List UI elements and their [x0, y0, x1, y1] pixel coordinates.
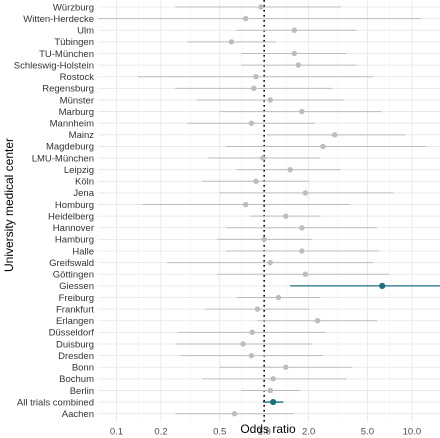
y-tick-label: Mannheim [50, 119, 94, 130]
odds-ratio-point [243, 201, 249, 208]
odds-ratio-point [254, 306, 261, 312]
y-tick-label: Marburg [59, 107, 94, 118]
odds-ratio-point [267, 97, 273, 103]
odds-ratio-point [302, 190, 309, 196]
y-tick-label: Erlangen [56, 316, 94, 327]
y-tick-label: Greifswald [49, 258, 94, 269]
odds-ratio-point [267, 259, 273, 266]
odds-ratio-point [270, 398, 277, 406]
y-axis-title: University medical center [2, 138, 16, 272]
y-tick-label: Münster [60, 95, 94, 106]
y-tick-label: Mainz [69, 130, 95, 141]
odds-ratio-point [299, 225, 305, 231]
odds-ratio-point [302, 271, 309, 277]
y-tick-label: Witten-Herdecke [23, 14, 94, 25]
y-tick-label: Heidelberg [48, 211, 94, 222]
y-tick-label: Düsseldorf [49, 328, 95, 339]
y-tick-label: Duisburg [56, 339, 94, 350]
y-tick-label: Dresden [58, 351, 94, 362]
x-tick-label: 5.0 [361, 427, 374, 438]
odds-ratio-point [295, 62, 301, 68]
x-tick-label: 0.5 [213, 427, 226, 438]
y-tick-label: Freiburg [59, 293, 94, 304]
y-tick-label: Bonn [72, 363, 94, 374]
y-tick-label: Hannover [53, 223, 94, 234]
odds-ratio-point [331, 132, 338, 138]
y-tick-label: All trials combined [17, 397, 94, 408]
point-estimates [228, 4, 386, 417]
odds-ratio-point [231, 411, 238, 417]
odds-ratio-point [299, 108, 305, 115]
odds-ratio-point [228, 39, 235, 45]
y-tick-label: Würzburg [53, 2, 94, 13]
y-tick-label: Köln [75, 177, 94, 188]
odds-ratio-point [314, 318, 321, 324]
y-tick-label: Ulm [77, 26, 94, 37]
odds-ratio-point [283, 213, 289, 219]
odds-ratio-point [261, 236, 267, 243]
odds-ratio-point [258, 4, 264, 10]
odds-ratio-point [275, 294, 282, 301]
y-tick-label: Regensburg [42, 84, 94, 95]
odds-ratio-point [248, 352, 255, 359]
y-tick-label: Jena [73, 188, 94, 199]
y-tick-label: Tübingen [54, 37, 94, 48]
y-tick-label: Frankfurt [56, 304, 94, 315]
y-tick-label: Rostock [60, 72, 95, 83]
x-tick-label: 2.0 [302, 427, 315, 438]
y-tick-label: Bochum [59, 374, 94, 385]
y-tick-label: Göttingen [53, 270, 94, 281]
odds-ratio-point [287, 166, 293, 173]
odds-ratio-point [260, 155, 266, 161]
odds-ratio-point [320, 143, 326, 150]
y-tick-label: Halle [72, 246, 94, 257]
odds-ratio-point [243, 15, 249, 22]
y-tick-label: Berlin [70, 386, 94, 397]
y-tick-label: Giessen [59, 281, 94, 292]
x-tick-label: 10.0 [403, 427, 422, 438]
x-tick-label: 0.1 [110, 427, 123, 438]
odds-ratio-point [283, 364, 289, 370]
x-axis-title: Odds ratio [240, 422, 296, 436]
odds-ratio-point [270, 376, 276, 382]
y-tick-label: Hamburg [55, 235, 94, 246]
x-tick-labels: 0.1 0.2 0.5 1.0 2.0 5.0 10.0 [110, 427, 421, 438]
odds-ratio-point [249, 329, 255, 336]
y-tick-label: Magdeburg [46, 142, 94, 153]
odds-ratio-point [299, 248, 305, 254]
odds-ratio-point [253, 178, 259, 184]
odds-ratio-point [291, 27, 298, 33]
odds-ratio-point [267, 387, 273, 394]
y-tick-label: Homburg [55, 200, 94, 211]
odds-ratio-point [240, 341, 246, 347]
y-tick-label: Schleswig-Holstein [14, 60, 94, 71]
y-tick-label: Leipzig [64, 165, 94, 176]
y-tick-label: Aachen [62, 409, 94, 420]
y-tick-labels: WürzburgWitten-HerdeckeUlmTübingenTU-Mün… [14, 2, 95, 420]
odds-ratio-point [248, 120, 255, 126]
y-tick-label: LMU-München [32, 153, 94, 164]
y-tick-label: TU-München [39, 49, 94, 60]
x-tick-label: 1.0 [258, 427, 271, 438]
odds-ratio-point [251, 85, 257, 92]
x-tick-label: 0.2 [154, 427, 167, 438]
odds-ratio-point [379, 282, 386, 289]
odds-ratio-point [291, 50, 298, 57]
odds-ratio-point [253, 74, 259, 80]
